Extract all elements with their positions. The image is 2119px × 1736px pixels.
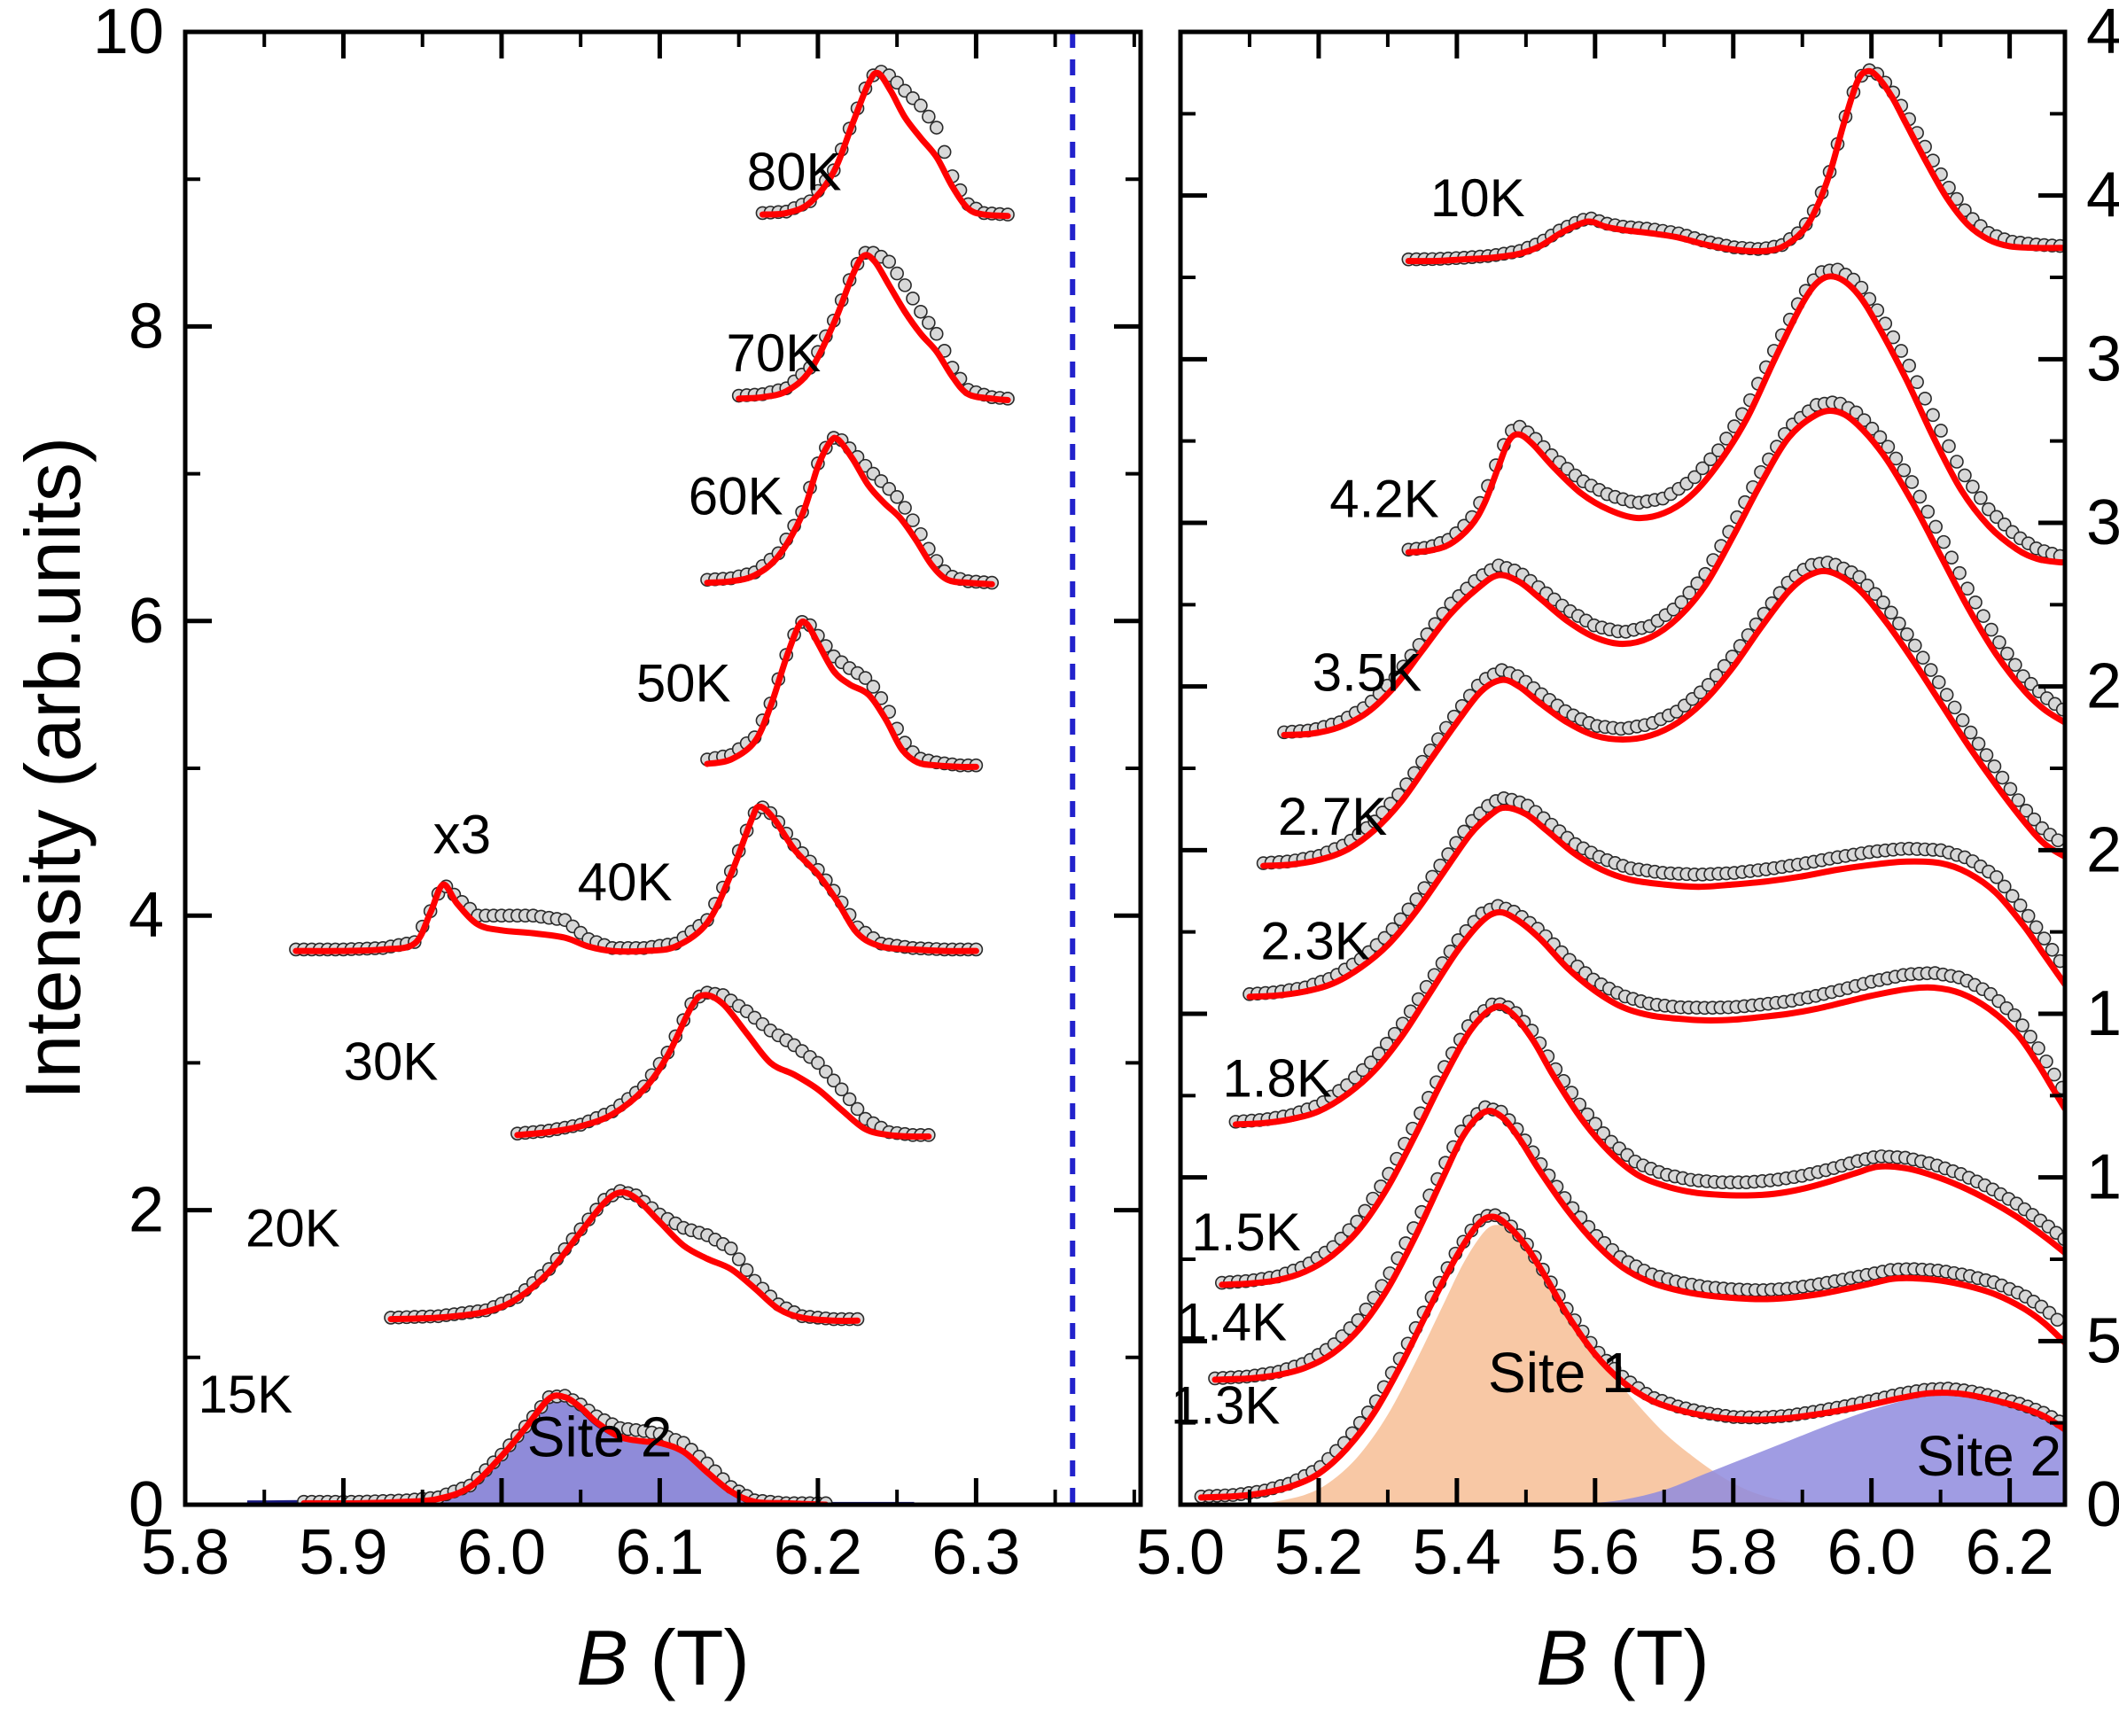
data-points-20K — [384, 1184, 865, 1327]
left-x-tick-label: 6.1 — [615, 1517, 704, 1588]
series-label-3.5K: 3.5K — [1313, 642, 1422, 702]
right-panel-ticks — [1180, 32, 2065, 1505]
x-axis-variable: B — [1536, 1614, 1588, 1701]
left-x-tick-label: 6.3 — [931, 1517, 1020, 1588]
right-y-tick-label: 15 — [2086, 978, 2119, 1049]
left-panel-frame — [183, 29, 1143, 1507]
x-axis-title-right: B (T) — [1536, 1613, 1710, 1703]
left-y-tick-label: 10 — [93, 0, 164, 67]
x3-label: x3 — [433, 805, 491, 866]
right-x-tick-label: 6.2 — [1966, 1517, 2054, 1588]
site1-right-fill — [1263, 1225, 1830, 1505]
fit-line-1.5K — [1219, 1003, 2065, 1288]
fit-line-40K — [292, 803, 979, 955]
fit-line-1.8K — [1232, 908, 2065, 1128]
left-y-tick-label: 6 — [129, 586, 164, 657]
right-y-tick-label: 30 — [2086, 487, 2119, 558]
fit-line-20K — [387, 1188, 861, 1324]
fit-line-2.7K — [1260, 567, 2065, 869]
data-points-50K — [700, 614, 984, 773]
series-label-10K: 10K — [1430, 168, 1525, 228]
left-y-tick-label: 4 — [129, 880, 164, 951]
right-y-tick-label: 35 — [2086, 323, 2119, 394]
left-y-tick-label: 2 — [129, 1175, 164, 1246]
site2-right-label: Site 2 — [1916, 1424, 2061, 1488]
series-label-1.5K: 1.5K — [1191, 1203, 1300, 1262]
left-x-tick-label: 6.0 — [457, 1517, 546, 1588]
left-x-tick-label: 5.8 — [141, 1517, 230, 1588]
right-panel-frame — [1178, 29, 2068, 1507]
fit-line-1.4K — [1211, 1108, 2065, 1383]
fit-line-60K — [704, 434, 995, 588]
x-axis-unit: (T) — [627, 1614, 750, 1701]
x-axis-unit: (T) — [1587, 1614, 1710, 1701]
right-y-tick-label: 45 — [2086, 0, 2119, 67]
left-y-tick-label: 8 — [129, 291, 164, 362]
y-axis-title: Intensity (arb.units) — [9, 436, 97, 1101]
fit-line-30K — [514, 992, 932, 1140]
fit-line-80K — [759, 69, 1011, 220]
series-label-70K: 70K — [727, 323, 822, 383]
x-axis-variable: B — [576, 1614, 628, 1701]
right-y-tick-label: 40 — [2086, 160, 2119, 231]
fit-line-1.3K — [1197, 1213, 2065, 1501]
series-label-4.2K: 4.2K — [1329, 470, 1438, 529]
right-x-tick-label: 5.6 — [1551, 1517, 1640, 1588]
left-x-tick-label: 5.9 — [299, 1517, 387, 1588]
series-label-1.3K: 1.3K — [1171, 1376, 1280, 1436]
right-panel-plot-area — [1194, 63, 2065, 1505]
left-x-tick-label: 6.2 — [774, 1517, 862, 1588]
right-x-tick-label: 5.0 — [1136, 1517, 1225, 1588]
right-y-tick-label: 20 — [2086, 814, 2119, 885]
data-points-30K — [510, 985, 936, 1142]
fit-line-70K — [736, 252, 1011, 403]
right-y-tick-label: 25 — [2086, 651, 2119, 722]
right-x-tick-label: 5.2 — [1274, 1517, 1363, 1588]
series-label-1.8K: 1.8K — [1222, 1048, 1331, 1108]
site1-label: Site 1 — [1488, 1341, 1633, 1405]
right-y-tick-label: 0 — [2086, 1469, 2119, 1540]
right-x-tick-label: 6.0 — [1827, 1517, 1916, 1588]
series-label-2.7K: 2.7K — [1278, 787, 1387, 846]
series-label-60K: 60K — [689, 466, 783, 525]
fit-line-3.5K — [1281, 407, 2065, 738]
fit-line-2.3K — [1246, 804, 2065, 1000]
site2-left-label: Site 2 — [527, 1405, 673, 1468]
fit-line-10K — [1405, 67, 2065, 265]
series-label-2.3K: 2.3K — [1260, 911, 1369, 970]
series-label-30K: 30K — [344, 1032, 439, 1092]
right-x-tick-label: 5.4 — [1413, 1517, 1501, 1588]
site2-right-fill — [1581, 1394, 2065, 1505]
left-panel-plot-area — [246, 32, 1076, 1505]
fit-line-50K — [704, 618, 979, 770]
right-y-tick-label: 10 — [2086, 1142, 2119, 1213]
series-label-15K: 15K — [198, 1365, 292, 1424]
left-panel-ticks — [185, 32, 1141, 1505]
series-label-50K: 50K — [636, 653, 731, 712]
data-points-10K — [1401, 63, 2065, 267]
fit-line-4.2K — [1405, 273, 2065, 566]
series-label-40K: 40K — [578, 852, 673, 912]
series-label-20K: 20K — [245, 1198, 340, 1257]
fit-line-15K — [300, 1392, 830, 1505]
right-x-tick-label: 5.8 — [1689, 1517, 1778, 1588]
series-label-80K: 80K — [747, 143, 842, 202]
right-y-tick-label: 5 — [2086, 1305, 2119, 1376]
x-axis-title-left: B (T) — [576, 1613, 750, 1703]
left-y-tick-label: 0 — [129, 1469, 164, 1540]
